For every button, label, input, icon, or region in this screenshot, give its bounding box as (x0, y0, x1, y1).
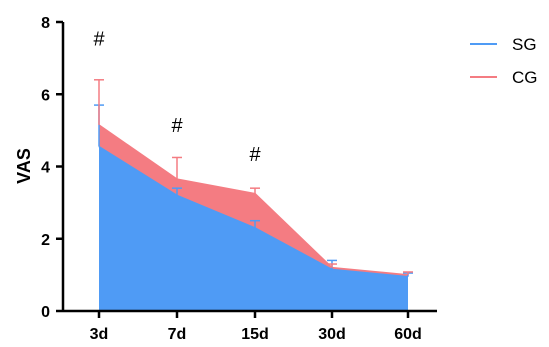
x-tick-label-3d: 3d (90, 326, 109, 343)
y-tick-label-2: 2 (41, 232, 50, 249)
y-tick-label-4: 4 (41, 160, 50, 177)
line-cg (98, 124, 409, 276)
x-tick-label-7d: 7d (168, 326, 187, 343)
y-tick-label-8: 8 (41, 15, 50, 32)
y-tick-label-0: 0 (41, 304, 50, 321)
x-tick-label-60d: 60d (394, 326, 422, 343)
y-ticks: 0 2 4 6 8 (41, 15, 63, 321)
sig-mark-15d: # (249, 144, 261, 166)
y-axis-label: VAS (14, 148, 34, 184)
legend-label-sg: SG (512, 35, 537, 54)
sig-mark-7d: # (171, 115, 183, 137)
sig-mark-3d: # (93, 28, 105, 50)
x-tick-label-15d: 15d (241, 326, 269, 343)
y-tick-label-6: 6 (41, 87, 50, 104)
error-bars (94, 79, 413, 277)
x-tick-label-30d: 30d (318, 326, 346, 343)
legend: SG CG (470, 35, 538, 87)
area-sg (99, 146, 408, 311)
legend-label-cg: CG (512, 68, 538, 87)
significance-marks: # # # (93, 28, 261, 166)
x-ticks: 3d 7d 15d 30d 60d (90, 311, 422, 343)
